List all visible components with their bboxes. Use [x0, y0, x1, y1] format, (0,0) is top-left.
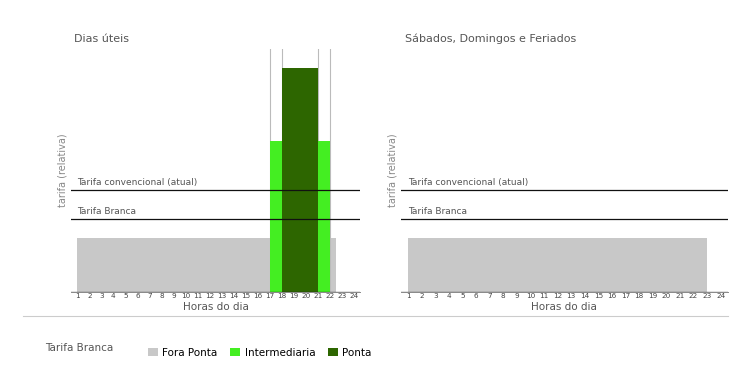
Bar: [408, 238, 707, 292]
X-axis label: Horas do dia: Horas do dia: [183, 302, 248, 312]
Text: Tarifa Branca: Tarifa Branca: [408, 207, 467, 216]
Bar: [282, 68, 318, 292]
Bar: [318, 141, 330, 292]
Text: Tarifa convencional (atual): Tarifa convencional (atual): [408, 178, 528, 187]
X-axis label: Horas do dia: Horas do dia: [532, 302, 597, 312]
Bar: [270, 141, 282, 292]
Text: Dias úteis: Dias úteis: [74, 34, 129, 44]
Text: Tarifa Branca: Tarifa Branca: [45, 343, 113, 353]
Text: Tarifa convencional (atual): Tarifa convencional (atual): [77, 178, 197, 187]
Bar: [77, 238, 336, 292]
Text: Sábados, Domingos e Feriados: Sábados, Domingos e Feriados: [404, 33, 576, 44]
Legend: Fora Ponta, Intermediaria, Ponta: Fora Ponta, Intermediaria, Ponta: [148, 347, 372, 358]
Y-axis label: tarifa (relativa): tarifa (relativa): [57, 134, 67, 207]
Text: Tarifa Branca: Tarifa Branca: [77, 207, 136, 216]
Y-axis label: tarifa (relativa): tarifa (relativa): [387, 134, 397, 207]
